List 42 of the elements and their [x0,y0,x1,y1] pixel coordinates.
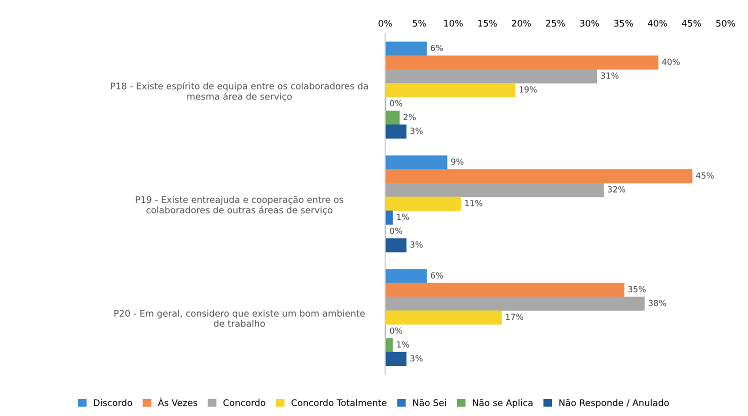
data-label: 11% [465,200,482,206]
data-label: 1% [397,341,409,348]
data-label: 31% [601,72,618,79]
x-tick-label: 15% [478,20,497,27]
data-label: 17% [506,314,524,320]
data-label: 6% [430,272,443,279]
data-label: 32% [608,186,626,192]
x-tick-label: 35% [614,20,633,27]
data-label: 38% [648,300,666,306]
data-label: 3% [410,355,423,362]
data-label: 0% [390,327,402,334]
data-label: 45% [696,172,714,179]
data-label: 2% [404,114,416,120]
data-label: 40% [662,58,680,65]
legend-label: Concordo Totalmente [292,399,387,406]
x-tick-label: 30% [580,20,599,27]
data-label: 0% [390,228,402,234]
data-label: 9% [451,158,464,165]
x-tick-label: 25% [546,20,565,27]
data-label: 3% [410,241,423,248]
data-label: 35% [628,286,646,292]
x-tick-label: 20% [512,20,531,27]
legend-label: Discordo [94,399,132,406]
data-label: 19% [520,86,537,93]
legend-label: Concordo [223,399,266,406]
data-label: 6% [430,44,443,52]
legend-label: Às Vezes [158,398,198,406]
x-tick-label: 40% [648,20,668,27]
x-tick-label: 45% [682,20,702,27]
legend-label: Não Sei [413,398,446,406]
legend-label: Não Responde / Anulado [559,398,669,408]
data-label: 1% [397,214,409,220]
x-tick-label: 50% [716,20,736,27]
x-tick-label: 5% [412,20,426,27]
y-tick-label: P20 - Em geral, considero que existe um bom ambiente de trabalho [114,310,365,327]
x-tick-label: 10% [444,20,463,27]
y-tick-label: P19 - Existe entreajuda e cooperação entre os colaboradores de outras áreas de serviço [136,196,344,215]
data-label: 0% [390,100,402,106]
x-tick-label: 0% [378,20,392,27]
y-tick-label: P18 - Existe espírito de equipa entre os colaboradores da mesma área de serviço [110,82,368,102]
legend-label: Não se Aplica [472,398,532,408]
data-label: 3% [410,128,423,134]
